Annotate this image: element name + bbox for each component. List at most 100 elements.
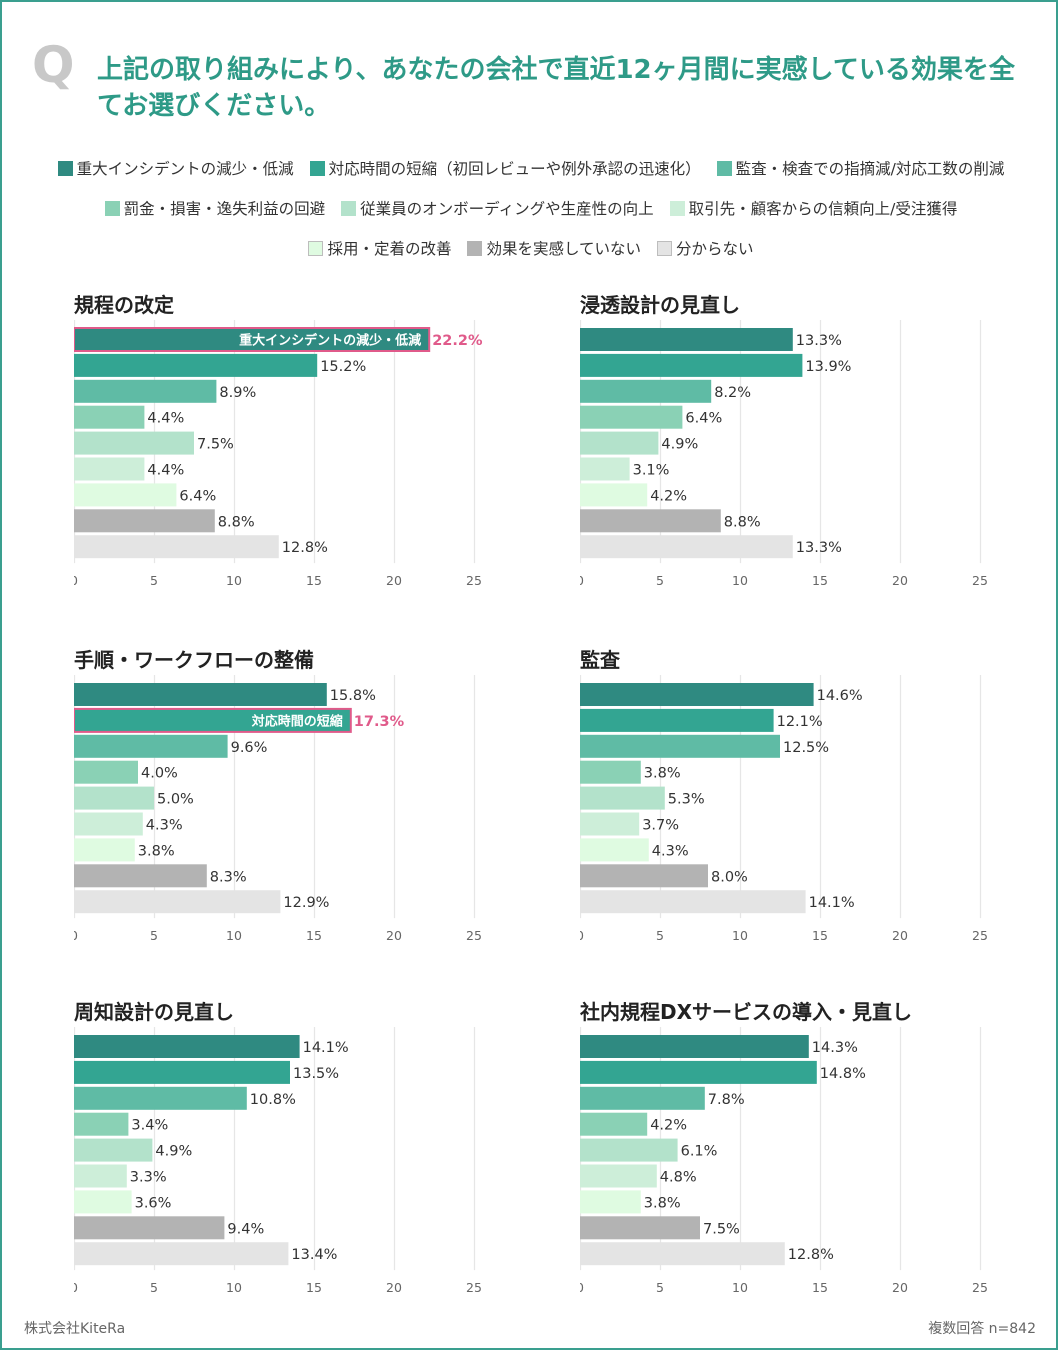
question-mark-letter: Q: [32, 36, 75, 94]
sample-note: 複数回答 n=842: [928, 1321, 1036, 1337]
bar: [74, 864, 207, 888]
chart-title: 周知設計の見直し: [74, 1000, 234, 1024]
x-tick-label: 20: [892, 1280, 908, 1295]
bar: [74, 509, 215, 533]
x-tick-label: 25: [466, 928, 482, 943]
data-label: 13.4%: [291, 1247, 337, 1263]
chart-title: 監査: [580, 648, 620, 672]
data-label: 6.4%: [685, 411, 722, 427]
chart-title: 浸透設計の見直し: [580, 293, 740, 317]
data-label: 3.8%: [644, 766, 681, 782]
legend-swatch-icon: [57, 160, 73, 176]
x-tick-label: 15: [306, 928, 322, 943]
legend-label: 罰金・損害・逸失利益の回避: [123, 200, 326, 218]
bar: [580, 328, 793, 351]
x-tick-label: 5: [150, 1280, 158, 1295]
data-label: 12.8%: [282, 540, 328, 556]
bar: [580, 405, 683, 429]
bar: [580, 1086, 705, 1110]
chart-title: 規程の改定: [74, 293, 174, 317]
data-label: 3.3%: [130, 1170, 167, 1186]
data-label: 4.9%: [155, 1144, 192, 1160]
data-label: 22.2%: [432, 333, 483, 349]
bar: [580, 1242, 785, 1266]
data-label: 8.0%: [711, 869, 748, 885]
bar: [74, 1112, 129, 1136]
bar: [74, 838, 135, 862]
data-label: 7.8%: [708, 1092, 745, 1108]
data-label: 3.8%: [644, 1195, 681, 1211]
bar: [580, 1035, 809, 1058]
bar: [580, 683, 814, 706]
bar: [580, 431, 659, 455]
legend-item: 採用・定着の改善: [308, 237, 451, 259]
data-label: 12.9%: [283, 895, 329, 911]
legend-label: 対応時間の短縮（初回レビューや例外承認の迅速化）: [328, 160, 701, 178]
data-label: 15.8%: [330, 688, 376, 704]
x-tick-label: 10: [226, 573, 242, 588]
x-tick-label: 10: [226, 928, 242, 943]
data-label: 13.5%: [293, 1066, 339, 1082]
bar: [74, 327, 431, 352]
legend-swatch-icon: [104, 200, 120, 216]
chart-penetration-design: 0 5 10 15 20 25 13.3% 13.9% 8.2% 6.4% 4.9% 3.1% 4.2%…: [580, 320, 988, 588]
x-tick-label: 0: [74, 1280, 78, 1295]
bar: [74, 812, 143, 836]
bar: [580, 1060, 817, 1084]
data-label: 4.2%: [650, 1118, 687, 1134]
question-title: 上記の取り組みにより、あなたの会社で直近12ヶ月間に実感している効果を全てお選び…: [97, 55, 1015, 121]
data-label: 7.5%: [197, 437, 234, 453]
x-tick-label: 25: [466, 1280, 482, 1295]
data-label: 5.3%: [668, 792, 705, 808]
bar: [74, 890, 281, 914]
data-label: 4.0%: [141, 766, 178, 782]
legend-row-2: 罰金・損害・逸失利益の回避 従業員のオンボーディングや生産性の向上 取引先・顧客…: [2, 197, 1058, 219]
bar: [580, 483, 648, 507]
legend-label: 分からない: [676, 240, 754, 258]
x-tick-label: 15: [306, 1280, 322, 1295]
data-label: 3.6%: [135, 1195, 172, 1211]
bar: [74, 405, 145, 429]
bar: [580, 353, 803, 377]
data-label: 17.3%: [354, 714, 405, 730]
bar: [74, 1060, 290, 1084]
legend-swatch-icon: [669, 200, 685, 216]
bar: [580, 1216, 700, 1240]
data-label: 3.8%: [138, 843, 175, 859]
legend-item: 重大インシデントの減少・低減: [57, 157, 294, 179]
x-tick-label: 20: [386, 573, 402, 588]
bar: [580, 1164, 657, 1188]
bar: [74, 379, 217, 403]
legend-row-1: 重大インシデントの減少・低減 対応時間の短縮（初回レビューや例外承認の迅速化） …: [2, 157, 1058, 179]
data-label: 9.4%: [227, 1221, 264, 1237]
data-label: 8.8%: [218, 514, 255, 530]
legend-swatch-icon: [657, 240, 673, 256]
legend-label: 取引先・顧客からの信頼向上/受注獲得: [688, 200, 958, 218]
x-tick-label: 20: [386, 1280, 402, 1295]
data-label: 4.2%: [650, 488, 687, 504]
bar: [74, 683, 327, 706]
data-label: 4.3%: [652, 843, 689, 859]
bar: [74, 1190, 132, 1214]
bar: [74, 1138, 153, 1162]
bar: [74, 1035, 300, 1058]
data-label: 14.6%: [817, 688, 863, 704]
data-label: 4.9%: [661, 437, 698, 453]
legend-label: 重大インシデントの減少・低減: [76, 160, 294, 178]
x-tick-label: 25: [972, 928, 988, 943]
data-label: 12.1%: [777, 714, 823, 730]
x-tick-label: 20: [892, 928, 908, 943]
x-tick-label: 5: [150, 573, 158, 588]
data-label: 8.3%: [210, 869, 247, 885]
bar: [580, 812, 640, 836]
x-tick-label: 20: [386, 928, 402, 943]
bar: [580, 708, 774, 732]
x-tick-label: 15: [812, 928, 828, 943]
data-label: 8.9%: [219, 385, 256, 401]
bar: [580, 734, 780, 758]
data-label: 12.5%: [783, 740, 829, 756]
x-tick-label: 25: [466, 573, 482, 588]
bar: [580, 864, 708, 888]
company-name: 株式会社KiteRa: [24, 1321, 126, 1337]
bar: [580, 760, 641, 784]
